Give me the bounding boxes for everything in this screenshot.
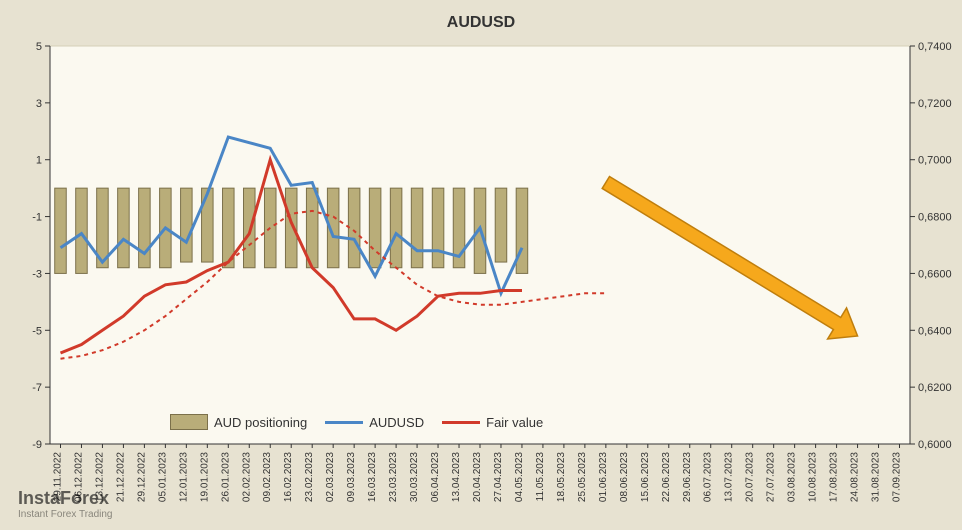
svg-text:0,7200: 0,7200 bbox=[918, 98, 952, 110]
svg-text:23.03.2023: 23.03.2023 bbox=[388, 452, 399, 502]
chart-svg: 5 3 1 -1 -3 -5 -7 -9 0,7400 0,7200 0,7000 0,6800 0,6… bbox=[0, 0, 962, 530]
svg-text:17.08.2023: 17.08.2023 bbox=[829, 452, 840, 502]
svg-text:27.04.2023: 27.04.2023 bbox=[493, 452, 504, 502]
svg-text:26.01.2023: 26.01.2023 bbox=[220, 452, 231, 502]
svg-text:-1: -1 bbox=[32, 212, 42, 224]
svg-text:06.07.2023: 06.07.2023 bbox=[703, 452, 714, 502]
svg-text:02.02.2023: 02.02.2023 bbox=[241, 452, 252, 502]
svg-text:13.07.2023: 13.07.2023 bbox=[724, 452, 735, 502]
watermark-tagline: Instant Forex Trading bbox=[18, 509, 113, 520]
svg-text:01.06.2023: 01.06.2023 bbox=[598, 452, 609, 502]
bar bbox=[432, 188, 444, 268]
legend-line bbox=[442, 421, 480, 424]
svg-text:04.05.2023: 04.05.2023 bbox=[514, 452, 525, 502]
svg-text:5: 5 bbox=[36, 41, 42, 53]
svg-text:-3: -3 bbox=[32, 268, 42, 280]
svg-text:18.05.2023: 18.05.2023 bbox=[556, 452, 567, 502]
bar bbox=[516, 188, 528, 273]
svg-text:0,6800: 0,6800 bbox=[918, 212, 952, 224]
bar bbox=[202, 188, 214, 262]
svg-text:-7: -7 bbox=[32, 382, 42, 394]
bar bbox=[411, 188, 423, 268]
svg-text:1: 1 bbox=[36, 155, 42, 167]
svg-text:0,6000: 0,6000 bbox=[918, 439, 952, 451]
svg-text:24.08.2023: 24.08.2023 bbox=[850, 452, 861, 502]
svg-text:29.06.2023: 29.06.2023 bbox=[682, 452, 693, 502]
svg-text:08.06.2023: 08.06.2023 bbox=[619, 452, 630, 502]
svg-text:10.08.2023: 10.08.2023 bbox=[808, 452, 819, 502]
svg-text:03.08.2023: 03.08.2023 bbox=[787, 452, 798, 502]
legend-item: AUDUSD bbox=[325, 415, 424, 430]
svg-text:0,6400: 0,6400 bbox=[918, 325, 952, 337]
bar bbox=[139, 188, 151, 268]
bar bbox=[348, 188, 360, 268]
legend-swatch bbox=[170, 414, 208, 430]
svg-text:-5: -5 bbox=[32, 325, 42, 337]
svg-text:11.05.2023: 11.05.2023 bbox=[535, 452, 546, 502]
svg-text:09.02.2023: 09.02.2023 bbox=[262, 452, 273, 502]
svg-text:29.12.2022: 29.12.2022 bbox=[136, 452, 147, 502]
bar bbox=[390, 188, 402, 268]
legend-line bbox=[325, 421, 363, 424]
svg-text:05.01.2023: 05.01.2023 bbox=[157, 452, 168, 502]
svg-text:30.03.2023: 30.03.2023 bbox=[409, 452, 420, 502]
legend-label: AUDUSD bbox=[369, 415, 424, 430]
svg-text:06.04.2023: 06.04.2023 bbox=[430, 452, 441, 502]
watermark: InstaForex Instant Forex Trading bbox=[18, 488, 113, 520]
watermark-brand: InstaForex bbox=[18, 488, 113, 509]
chart-container: AUDUSD 5 3 1 -1 -3 -5 -7 -9 0,7400 0,7200 0,7000 0,… bbox=[0, 0, 962, 530]
svg-text:20.04.2023: 20.04.2023 bbox=[472, 452, 483, 502]
svg-text:16.03.2023: 16.03.2023 bbox=[367, 452, 378, 502]
bar bbox=[76, 188, 88, 273]
svg-text:0,6600: 0,6600 bbox=[918, 268, 952, 280]
svg-text:25.05.2023: 25.05.2023 bbox=[577, 452, 588, 502]
bar bbox=[495, 188, 507, 262]
svg-text:12.01.2023: 12.01.2023 bbox=[178, 452, 189, 502]
svg-text:0,7000: 0,7000 bbox=[918, 155, 952, 167]
svg-text:15.06.2023: 15.06.2023 bbox=[640, 452, 651, 502]
legend-item: AUD positioning bbox=[170, 414, 307, 430]
svg-text:13.04.2023: 13.04.2023 bbox=[451, 452, 462, 502]
svg-text:3: 3 bbox=[36, 98, 42, 110]
svg-text:0,7400: 0,7400 bbox=[918, 41, 952, 53]
svg-text:22.06.2023: 22.06.2023 bbox=[661, 452, 672, 502]
svg-text:19.01.2023: 19.01.2023 bbox=[199, 452, 210, 502]
svg-text:23.02.2023: 23.02.2023 bbox=[304, 452, 315, 502]
bar bbox=[118, 188, 130, 268]
svg-text:27.07.2023: 27.07.2023 bbox=[766, 452, 777, 502]
svg-text:0,6200: 0,6200 bbox=[918, 382, 952, 394]
bar bbox=[244, 188, 256, 268]
svg-text:16.02.2023: 16.02.2023 bbox=[283, 452, 294, 502]
svg-text:07.09.2023: 07.09.2023 bbox=[892, 452, 903, 502]
svg-text:09.03.2023: 09.03.2023 bbox=[346, 452, 357, 502]
bar bbox=[55, 188, 67, 273]
svg-text:02.03.2023: 02.03.2023 bbox=[325, 452, 336, 502]
legend-item: Fair value bbox=[442, 415, 543, 430]
chart-wrap: AUDUSD 5 3 1 -1 -3 -5 -7 -9 0,7400 0,7200 0,7000 0,… bbox=[0, 0, 962, 530]
legend-label: Fair value bbox=[486, 415, 543, 430]
bar bbox=[181, 188, 193, 262]
legend-label: AUD positioning bbox=[214, 415, 307, 430]
svg-text:-9: -9 bbox=[32, 439, 42, 451]
legend: AUD positioning AUDUSD Fair value bbox=[170, 414, 543, 430]
svg-text:20.07.2023: 20.07.2023 bbox=[745, 452, 756, 502]
bar bbox=[369, 188, 381, 268]
svg-text:31.08.2023: 31.08.2023 bbox=[871, 452, 882, 502]
svg-text:21.12.2022: 21.12.2022 bbox=[115, 452, 126, 502]
